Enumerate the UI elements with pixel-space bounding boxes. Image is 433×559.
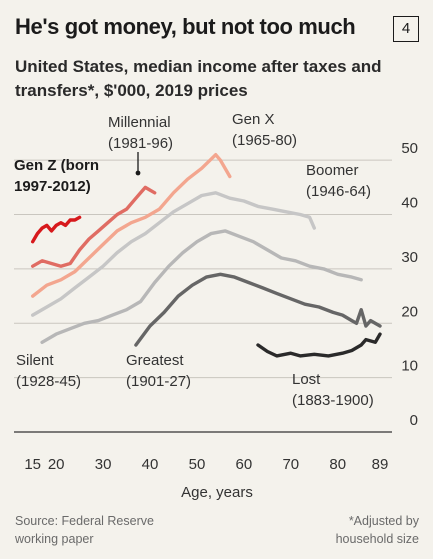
x-tick-label: 80 <box>329 456 346 473</box>
chart-subtitle: United States, median income after taxes… <box>15 57 382 100</box>
y-tick-label: 50 <box>401 140 418 157</box>
x-tick-label: 40 <box>142 456 159 473</box>
series-label-millennial: Millennial <box>108 114 171 131</box>
x-tick-label: 60 <box>236 456 253 473</box>
series-label-silent: (1928-45) <box>16 373 81 390</box>
series-label-boomer: Boomer <box>306 162 359 179</box>
chart-title: He's got money, but not too much <box>15 14 356 39</box>
series-label-greatest: Greatest <box>126 352 184 369</box>
series-line-gen <box>31 153 232 298</box>
chart-number-badge: 4 <box>393 16 419 42</box>
series-line-millennial <box>31 185 157 268</box>
footnote-line: household size <box>335 532 419 546</box>
footnote-line: *Adjusted by <box>348 514 419 528</box>
y-tick-label: 30 <box>401 249 418 266</box>
series-labels: Lost (1883-1900) Greatest (1901-27) Silent (1… <box>14 111 374 409</box>
x-tick-label: 70 <box>282 456 299 473</box>
series-line-boomer <box>31 191 316 317</box>
series-label-silent: Silent <box>16 352 54 369</box>
x-axis-label: Age, years <box>181 484 253 501</box>
source-line: Source: Federal Reserve <box>15 514 154 528</box>
series-label-gen: (1965-80) <box>232 132 297 149</box>
y-tick-label: 20 <box>401 303 418 320</box>
x-tick-label: 30 <box>95 456 112 473</box>
footnote: *Adjusted by household size <box>299 512 419 548</box>
series-line-gen <box>31 215 82 244</box>
x-tick-label: 89 <box>372 456 389 473</box>
series-label-lost: (1883-1900) <box>292 392 374 409</box>
y-tick-labels: 0 10 20 30 40 50 <box>401 140 418 429</box>
series-label-gen: 1997-2012) <box>14 178 91 195</box>
series-label-boomer: (1946-64) <box>306 183 371 200</box>
x-tick-label: 50 <box>189 456 206 473</box>
x-tick-labels: 15 20 30 40 50 60 70 80 89 <box>24 456 388 473</box>
series-label-gen: Gen X <box>232 111 275 128</box>
y-tick-label: 0 <box>410 412 418 429</box>
millennial-pointer-dot <box>135 170 141 176</box>
series-label-greatest: (1901-27) <box>126 373 191 390</box>
series-line-lost <box>256 332 382 358</box>
series-label-gen: Gen Z (born <box>14 157 99 174</box>
series-lines <box>31 153 382 358</box>
x-tick-label: 20 <box>48 456 65 473</box>
series-line-silent <box>40 229 363 344</box>
source-note: Source: Federal Reserve working paper <box>15 512 205 548</box>
x-tick-label: 15 <box>24 456 41 473</box>
source-line: working paper <box>15 532 94 546</box>
y-tick-label: 10 <box>401 358 418 375</box>
series-label-millennial: (1981-96) <box>108 135 173 152</box>
series-line-greatest <box>134 272 382 347</box>
series-label-lost: Lost <box>292 371 321 388</box>
y-tick-label: 40 <box>401 195 418 212</box>
